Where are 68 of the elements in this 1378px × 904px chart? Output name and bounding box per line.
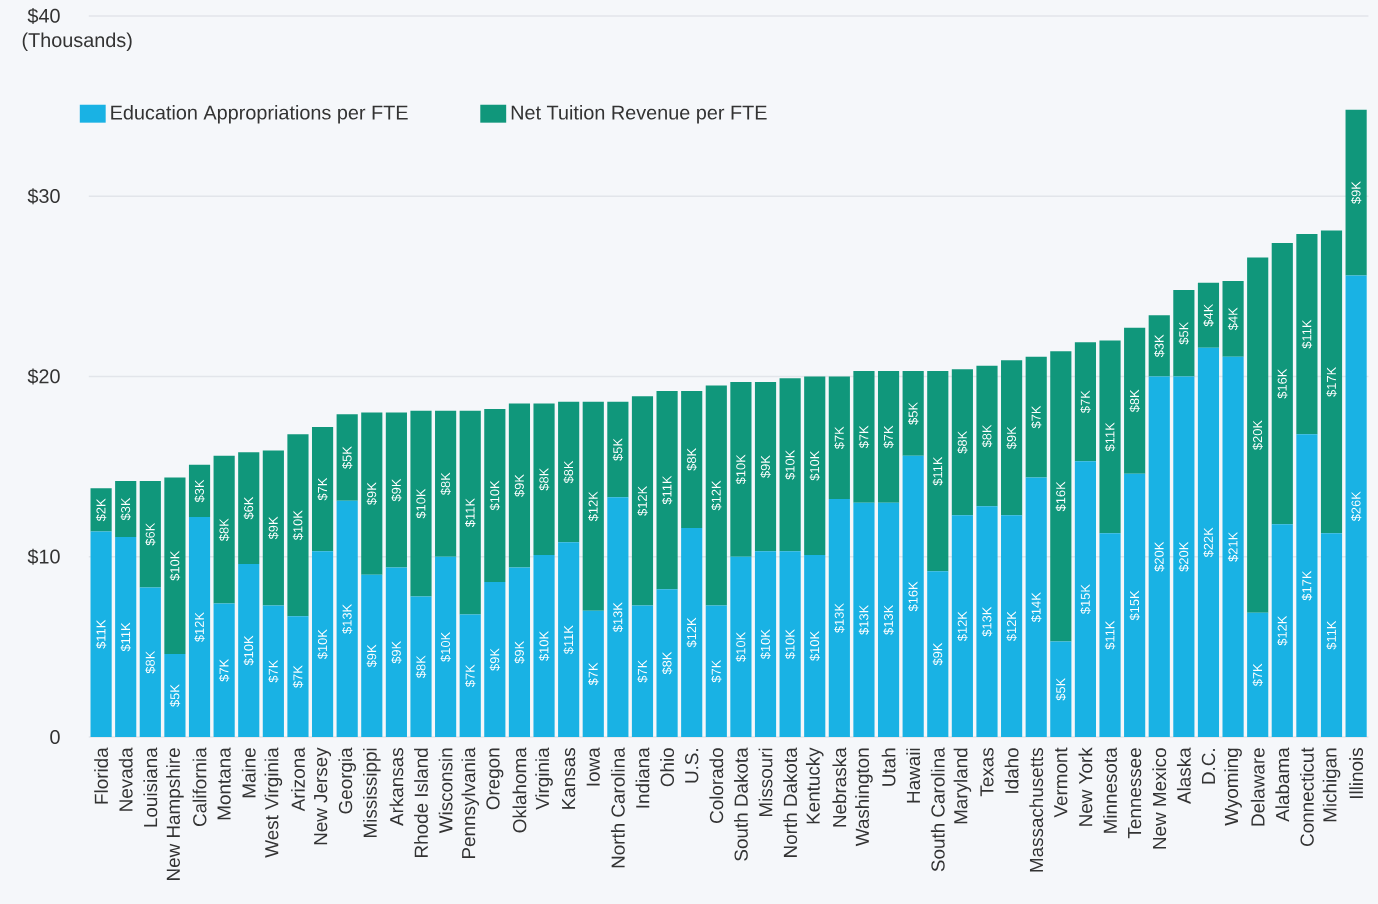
y-tick-label: 0 xyxy=(50,729,60,744)
bar xyxy=(1345,275,1367,737)
x-tick-label: Kentucky xyxy=(805,747,824,824)
x-tick-label: Wyoming xyxy=(1224,748,1242,826)
x-tick-label: New Hampshire xyxy=(166,748,184,880)
x-tick-label: Louisiana xyxy=(143,747,158,827)
x-tick-label: Washington xyxy=(855,748,873,846)
bar xyxy=(631,396,654,606)
x-tick-label: North Dakota xyxy=(783,747,798,857)
x-tick-label: Illinois xyxy=(1349,747,1364,798)
x-tick-label: Oklahoma xyxy=(512,747,527,833)
x-tick-label: Tennessee xyxy=(1128,748,1142,838)
x-tick-label: New Jersey xyxy=(314,747,332,845)
x-tick-label: Montana xyxy=(217,747,231,820)
legend-label: Net Tuition Revenue per FTE xyxy=(511,104,767,124)
x-tick-label: New Mexico xyxy=(1152,748,1167,849)
bar xyxy=(631,605,654,737)
x-tick-label: U.S. xyxy=(685,748,699,783)
x-tick-label: Rhode Island xyxy=(414,748,428,857)
x-tick-label: Massachusetts xyxy=(1029,747,1044,872)
x-tick-label: D.C. xyxy=(1201,748,1216,784)
x-tick-label: Kansas xyxy=(562,747,576,809)
x-tick-label: Maryland xyxy=(953,748,972,824)
y-tick-label: $20 xyxy=(27,368,60,385)
x-tick-label: Arkansas xyxy=(389,747,404,826)
x-tick-label: Nevada xyxy=(118,747,133,811)
x-tick-label: Maine xyxy=(241,748,256,798)
x-tick-label: Indiana xyxy=(635,747,650,808)
x-tick-label: Colorado xyxy=(709,748,724,823)
x-tick-label: Florida xyxy=(94,747,109,804)
x-tick-label: Delaware xyxy=(1250,748,1265,826)
x-tick-label: Arizona xyxy=(291,747,305,812)
y-tick-label: $10 xyxy=(27,548,60,565)
bar xyxy=(1345,109,1367,276)
bar xyxy=(1320,533,1343,737)
x-tick-label: Mississippi xyxy=(363,748,381,837)
legend-label: Education Appropriations per FTE xyxy=(111,104,408,124)
x-tick-label: North Carolina xyxy=(610,747,625,868)
x-tick-label: Nebraska xyxy=(832,747,847,827)
bar xyxy=(754,381,777,552)
x-tick-label: Iowa xyxy=(586,747,600,786)
x-tick-label: Utah xyxy=(881,748,896,786)
y-tick-label: $40 xyxy=(27,7,60,24)
x-tick-label: Michigan xyxy=(1322,748,1341,822)
x-tick-label: Alaska xyxy=(1176,747,1191,804)
x-tick-label: West Virginia xyxy=(264,747,283,858)
x-tick-label: Connecticut xyxy=(1299,747,1314,846)
x-tick-label: California xyxy=(192,747,207,826)
x-tick-label: Ohio xyxy=(660,748,675,787)
x-tick-label: South Carolina xyxy=(930,747,945,872)
x-tick-label: Virginia xyxy=(535,747,553,810)
bar xyxy=(754,551,777,737)
x-tick-label: South Dakota xyxy=(733,747,748,861)
x-tick-label: Oregon xyxy=(486,748,504,810)
y-axis-title: (Thousands) xyxy=(22,32,132,51)
x-tick-label: Hawaii xyxy=(906,748,921,803)
x-tick-label: Georgia xyxy=(338,747,356,814)
x-tick-label: Pennsylvania xyxy=(461,747,480,858)
x-tick-label: Alabama xyxy=(1275,747,1290,822)
x-tick-label: Idaho xyxy=(1004,748,1019,793)
bar xyxy=(1320,230,1343,534)
x-tick-label: Minnesota xyxy=(1103,747,1117,833)
x-tick-label: Wisconsin xyxy=(438,748,453,834)
x-tick-label: New York xyxy=(1078,747,1093,826)
x-tick-label: Missouri xyxy=(758,748,773,816)
x-tick-label: Texas xyxy=(980,747,994,797)
y-tick-label: $30 xyxy=(27,188,60,205)
x-tick-label: Vermont xyxy=(1054,747,1068,818)
